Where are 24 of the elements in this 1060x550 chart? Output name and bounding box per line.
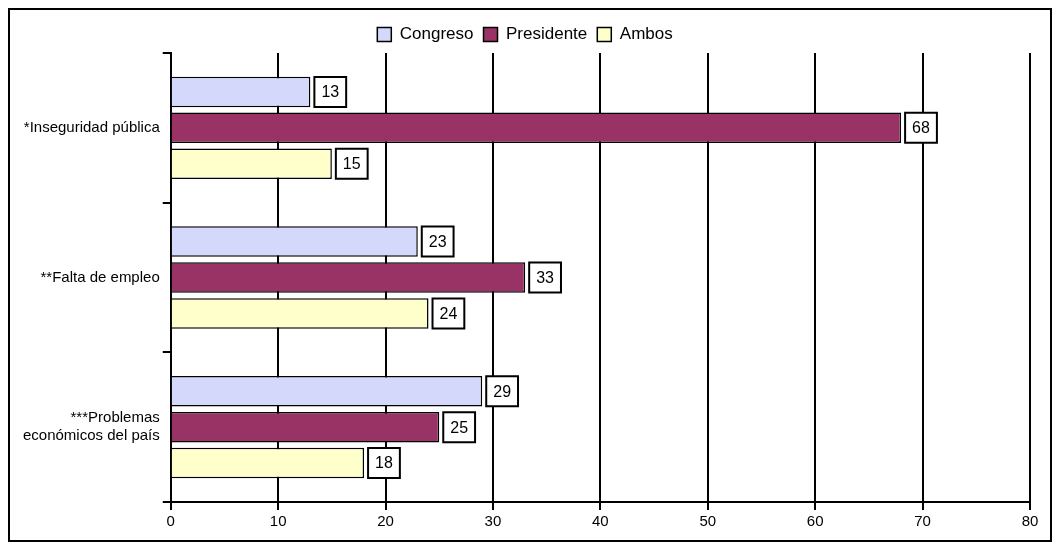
data-label: 13 <box>321 83 340 101</box>
y-tick-label: **Falta de empleo <box>40 267 160 285</box>
x-tick-label: 80 <box>1021 512 1039 530</box>
y-tick-label: *Inseguridad pública <box>23 117 161 135</box>
data-label: 68 <box>912 119 931 137</box>
data-label: 24 <box>439 304 458 322</box>
data-label: 15 <box>342 155 361 173</box>
x-tick-label: 60 <box>806 512 824 530</box>
legend-label: Ambos <box>619 24 673 44</box>
x-tick-label: 30 <box>484 512 502 530</box>
x-tick-label: 70 <box>914 512 931 530</box>
x-tick-label: 50 <box>699 512 717 530</box>
data-label: 18 <box>375 454 393 472</box>
legend-label: Congreso <box>399 24 474 44</box>
x-tick-label: 40 <box>592 512 609 530</box>
x-tick-label: 20 <box>377 512 394 530</box>
data-label: 29 <box>493 382 512 400</box>
data-label: 23 <box>428 232 447 250</box>
x-tick-label: 0 <box>166 512 175 530</box>
x-tick-label: 10 <box>269 512 287 530</box>
data-label: 25 <box>450 418 469 436</box>
legend-label: Presidente <box>506 24 588 44</box>
data-label: 33 <box>536 268 555 286</box>
y-tick-label: ***Problemas económicos del país <box>22 408 160 444</box>
